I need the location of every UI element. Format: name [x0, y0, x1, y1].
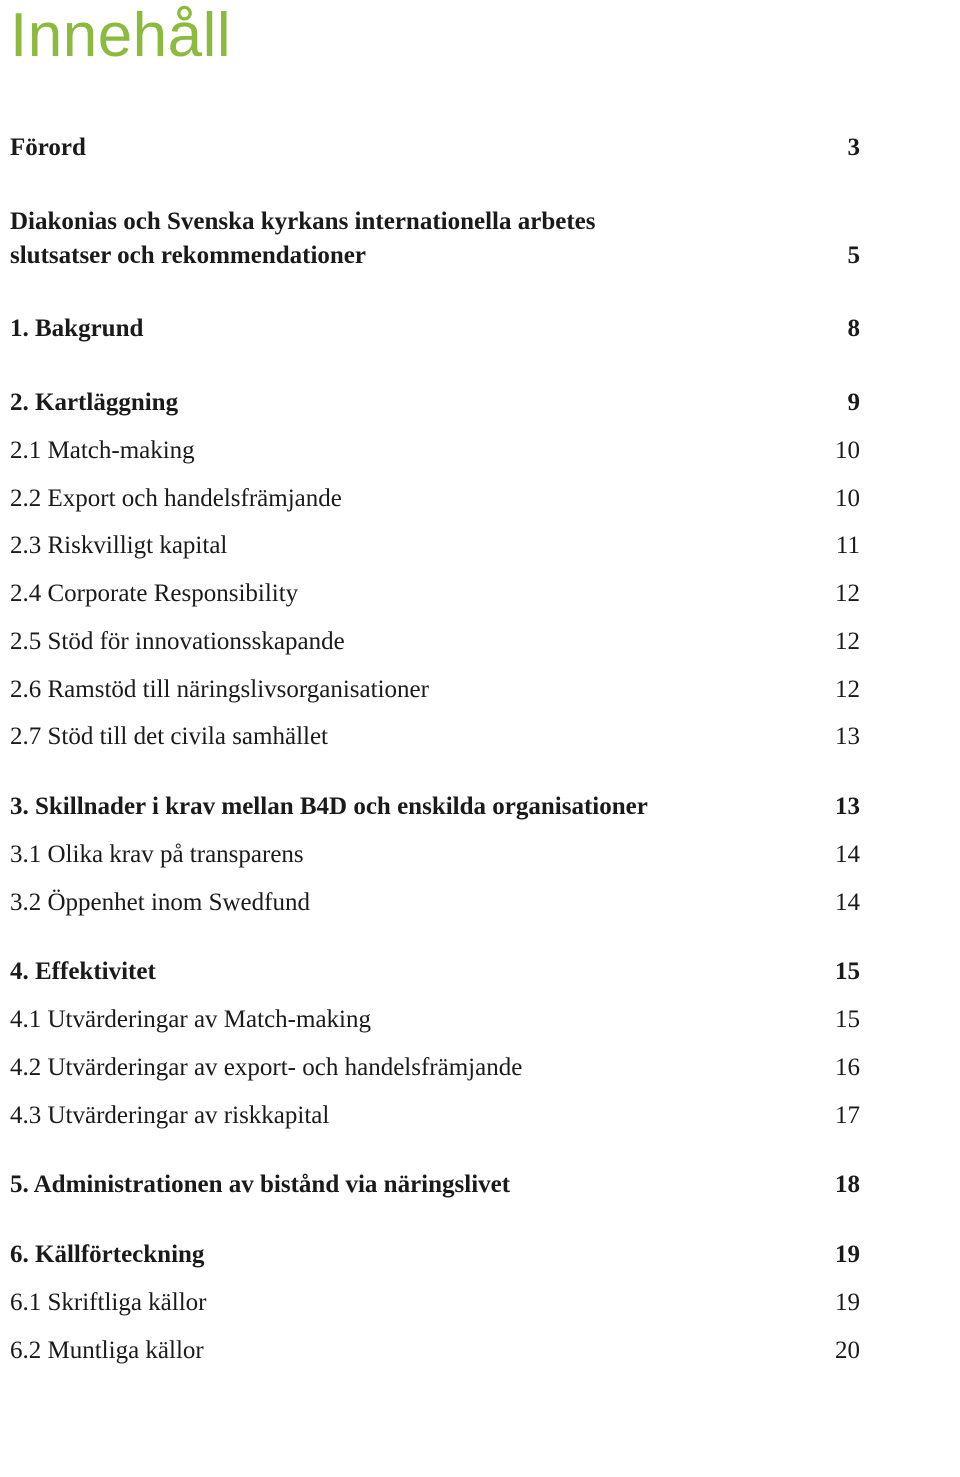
toc-label: Förord: [10, 131, 786, 165]
toc-sub-3-2: 3.2 Öppenhet inom Swedfund 14: [10, 886, 860, 920]
toc-page-num: 9: [810, 386, 860, 420]
toc-page-num: 11: [810, 529, 860, 563]
toc-label: 2.2 Export och handelsfrämjande: [10, 482, 786, 516]
toc-label: 2.7 Stöd till det civila samhället: [10, 720, 786, 754]
toc-page-num: 19: [810, 1286, 860, 1320]
toc-page-num: 15: [810, 1003, 860, 1037]
toc-sub-2-7: 2.7 Stöd till det civila samhället 13: [10, 720, 860, 754]
toc-label: 2.6 Ramstöd till näringslivsorganisation…: [10, 673, 786, 707]
toc-page-num: 17: [810, 1099, 860, 1133]
toc-sub-6-2: 6.2 Muntliga källor 20: [10, 1334, 860, 1368]
toc-page-num: 13: [810, 720, 860, 754]
toc-page-num: 16: [810, 1051, 860, 1085]
toc-page-num: 14: [810, 886, 860, 920]
toc-sub-2-2: 2.2 Export och handelsfrämjande 10: [10, 482, 860, 516]
toc-section-6: 6. Källförteckning 19 6.1 Skriftliga käl…: [10, 1238, 860, 1367]
toc-label: 2.5 Stöd för innovationsskapande: [10, 625, 786, 659]
toc-label: 3. Skillnader i krav mellan B4D och ensk…: [10, 790, 786, 824]
toc-page-num: 12: [810, 673, 860, 707]
toc-label: 5. Administrationen av bistånd via närin…: [10, 1168, 786, 1202]
toc-page-num: 8: [810, 312, 860, 346]
toc-page-num: 12: [810, 577, 860, 611]
toc-sub-4-2: 4.2 Utvärderingar av export- och handels…: [10, 1051, 860, 1085]
table-of-contents: Förord 3 Diakonias och Svenska kyrkans i…: [10, 131, 860, 1367]
toc-label: 3.1 Olika krav på transparens: [10, 838, 786, 872]
toc-page-num: 3: [810, 131, 860, 165]
toc-page-num: 5: [810, 239, 860, 273]
toc-label: 2. Kartläggning: [10, 386, 786, 420]
toc-label: 4.3 Utvärderingar av riskkapital: [10, 1099, 786, 1133]
toc-sub-3-1: 3.1 Olika krav på transparens 14: [10, 838, 860, 872]
toc-page-num: 14: [810, 838, 860, 872]
toc-sub-2-4: 2.4 Corporate Responsibility 12: [10, 577, 860, 611]
page-title: Innehåll: [10, 0, 860, 71]
toc-page-num: 13: [810, 790, 860, 824]
toc-section-5: 5. Administrationen av bistånd via närin…: [10, 1168, 860, 1202]
toc-label: 6.2 Muntliga källor: [10, 1334, 786, 1368]
toc-page-num: 12: [810, 625, 860, 659]
toc-label: 2.4 Corporate Responsibility: [10, 577, 786, 611]
toc-entry-forord: Förord 3: [10, 131, 860, 165]
toc-section-3: 3. Skillnader i krav mellan B4D och ensk…: [10, 790, 860, 919]
toc-entry-diakonias: Diakonias och Svenska kyrkans internatio…: [10, 205, 860, 273]
toc-section-4: 4. Effektivitet 15 4.1 Utvärderingar av …: [10, 955, 860, 1132]
toc-label: 1. Bakgrund: [10, 312, 786, 346]
toc-label-line1: Diakonias och Svenska kyrkans internatio…: [10, 205, 650, 239]
toc-sub-2-3: 2.3 Riskvilligt kapital 11: [10, 529, 860, 563]
toc-label: 4.1 Utvärderingar av Match-making: [10, 1003, 786, 1037]
toc-page-num: 10: [810, 434, 860, 468]
toc-page-num: 20: [810, 1334, 860, 1368]
toc-section-1: 1. Bakgrund 8: [10, 312, 860, 346]
toc-sub-2-1: 2.1 Match-making 10: [10, 434, 860, 468]
toc-sub-4-3: 4.3 Utvärderingar av riskkapital 17: [10, 1099, 860, 1133]
document-page: Innehåll Förord 3 Diakonias och Svenska …: [0, 0, 960, 1463]
toc-page-num: 19: [810, 1238, 860, 1272]
toc-sub-6-1: 6.1 Skriftliga källor 19: [10, 1286, 860, 1320]
toc-page-num: 15: [810, 955, 860, 989]
toc-label: 6.1 Skriftliga källor: [10, 1286, 786, 1320]
toc-sub-2-5: 2.5 Stöd för innovationsskapande 12: [10, 625, 860, 659]
toc-label: 4.2 Utvärderingar av export- och handels…: [10, 1051, 786, 1085]
toc-label: 2.1 Match-making: [10, 434, 786, 468]
toc-page-num: 10: [810, 482, 860, 516]
toc-page-num: 18: [810, 1168, 860, 1202]
toc-label: 3.2 Öppenhet inom Swedfund: [10, 886, 786, 920]
toc-section-2: 2. Kartläggning 9 2.1 Match-making 10 2.…: [10, 386, 860, 754]
toc-sub-2-6: 2.6 Ramstöd till näringslivsorganisation…: [10, 673, 860, 707]
toc-sub-4-1: 4.1 Utvärderingar av Match-making 15: [10, 1003, 860, 1037]
toc-label-line2: slutsatser och rekommendationer: [10, 239, 650, 273]
toc-label: 4. Effektivitet: [10, 955, 786, 989]
toc-label: 6. Källförteckning: [10, 1238, 786, 1272]
toc-label: 2.3 Riskvilligt kapital: [10, 529, 786, 563]
